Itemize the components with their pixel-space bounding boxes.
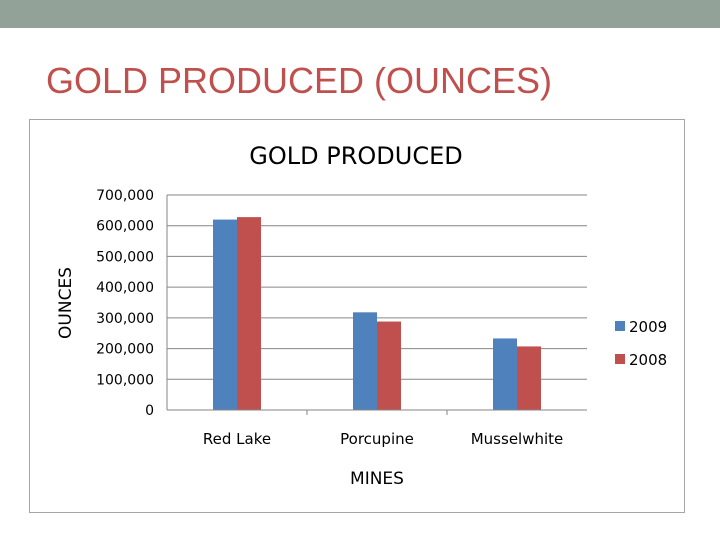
bar-2008-red-lake (237, 217, 261, 410)
legend: 2009 2008 (615, 318, 667, 369)
legend-label-2009: 2009 (629, 318, 667, 336)
y-axis-label: OUNCES (56, 267, 76, 339)
bar-2008-porcupine (377, 321, 401, 410)
legend-swatch-2008 (615, 354, 625, 364)
x-tick-label: Musselwhite (471, 430, 564, 448)
x-axis-label: MINES (350, 469, 404, 489)
slide-title: GOLD PRODUCED (OUNCES) (46, 60, 553, 101)
y-tick-label: 400,000 (96, 280, 154, 296)
y-tick-label: 0 (145, 403, 154, 419)
bar-2009-porcupine (353, 312, 377, 410)
y-tick-label: 300,000 (96, 311, 154, 327)
y-tick-label: 600,000 (96, 219, 154, 235)
x-tick-label: Red Lake (203, 430, 271, 448)
bar-2008-musselwhite (517, 346, 541, 410)
y-tick-label: 200,000 (96, 342, 154, 358)
y-tick-label: 100,000 (96, 372, 154, 388)
top-accent-bar (0, 0, 720, 28)
x-tick-labels: Red Lake Porcupine Musselwhite (203, 430, 563, 448)
bar-2009-musselwhite (493, 338, 517, 410)
bars (213, 217, 541, 410)
y-tick-labels: 0 100,000 200,000 300,000 400,000 500,000 600,… (96, 188, 154, 419)
legend-swatch-2009 (615, 321, 625, 331)
bar-2009-red-lake (213, 219, 237, 410)
y-tick-label: 700,000 (96, 188, 154, 204)
legend-label-2008: 2008 (629, 351, 667, 369)
axes (166, 195, 587, 415)
x-tick-label: Porcupine (340, 430, 414, 448)
y-tick-label: 500,000 (96, 249, 154, 265)
chart-title: GOLD PRODUCED (249, 142, 462, 170)
